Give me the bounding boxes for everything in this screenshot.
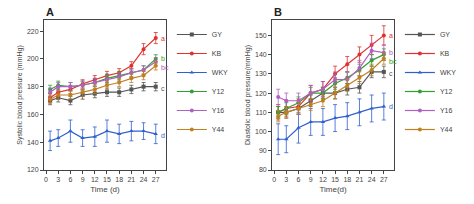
svg-text:Diastolic blood pressure(mmHg): Diastolic blood pressure(mmHg) — [244, 45, 252, 145]
svg-text:9: 9 — [81, 176, 85, 183]
svg-text:27: 27 — [380, 176, 388, 183]
svg-text:160: 160 — [27, 111, 39, 118]
svg-text:3: 3 — [56, 176, 60, 183]
svg-text:180: 180 — [27, 83, 39, 90]
svg-text:b: b — [161, 55, 165, 62]
svg-text:21: 21 — [356, 176, 364, 183]
svg-text:200: 200 — [27, 55, 39, 62]
svg-text:KB: KB — [212, 50, 222, 57]
svg-text:bc: bc — [389, 58, 397, 65]
svg-text:27: 27 — [152, 176, 160, 183]
svg-text:100: 100 — [255, 128, 267, 135]
svg-text:c: c — [389, 70, 393, 77]
svg-text:6: 6 — [297, 176, 301, 183]
svg-text:150: 150 — [255, 32, 267, 39]
svg-text:Time (d): Time (d) — [90, 185, 120, 194]
svg-text:WKY: WKY — [212, 69, 228, 76]
svg-text:0: 0 — [44, 176, 48, 183]
svg-text:a: a — [389, 32, 393, 39]
svg-text:6: 6 — [68, 176, 72, 183]
svg-text:9: 9 — [309, 176, 313, 183]
svg-text:220: 220 — [27, 28, 39, 35]
svg-text:24: 24 — [140, 176, 148, 183]
svg-text:0: 0 — [272, 176, 276, 183]
svg-text:WKY: WKY — [440, 69, 456, 76]
svg-text:d: d — [389, 103, 393, 110]
svg-text:Y44: Y44 — [440, 126, 453, 133]
svg-text:Y16: Y16 — [212, 107, 225, 114]
svg-text:12: 12 — [319, 176, 327, 183]
svg-text:Systolic blood pressure (mmHg): Systolic blood pressure (mmHg) — [16, 45, 24, 145]
svg-text:GY: GY — [212, 31, 222, 38]
svg-text:21: 21 — [127, 176, 135, 183]
svg-text:130: 130 — [255, 70, 267, 77]
svg-text:15: 15 — [103, 176, 111, 183]
svg-text:120: 120 — [27, 166, 39, 173]
svg-text:18: 18 — [115, 176, 123, 183]
svg-text:Y12: Y12 — [212, 88, 225, 95]
svg-text:Y16: Y16 — [440, 107, 453, 114]
svg-text:GY: GY — [440, 31, 450, 38]
svg-text:120: 120 — [255, 90, 267, 97]
svg-text:12: 12 — [91, 176, 99, 183]
svg-text:90: 90 — [259, 147, 267, 154]
svg-text:Y12: Y12 — [440, 88, 453, 95]
svg-text:3: 3 — [284, 176, 288, 183]
svg-text:80: 80 — [259, 166, 267, 173]
svg-text:24: 24 — [368, 176, 376, 183]
svg-text:a: a — [161, 35, 165, 42]
svg-text:B: B — [274, 6, 282, 18]
svg-text:KB: KB — [440, 50, 450, 57]
svg-text:bc: bc — [161, 64, 169, 71]
svg-text:Time(d): Time(d) — [319, 185, 347, 194]
svg-text:Y44: Y44 — [212, 126, 225, 133]
svg-text:A: A — [46, 6, 54, 18]
svg-text:140: 140 — [255, 51, 267, 58]
svg-text:d: d — [161, 132, 165, 139]
svg-text:15: 15 — [331, 176, 339, 183]
svg-text:140: 140 — [27, 139, 39, 146]
svg-text:c: c — [161, 85, 165, 92]
svg-text:110: 110 — [256, 109, 267, 116]
svg-text:18: 18 — [343, 176, 351, 183]
svg-text:b: b — [389, 49, 393, 56]
